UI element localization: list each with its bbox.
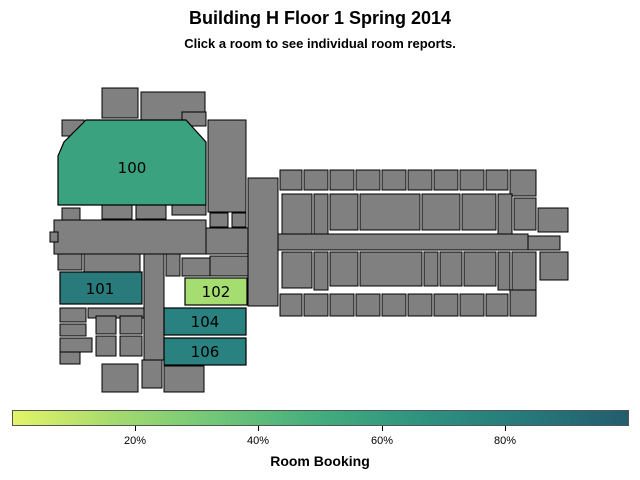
legend-tick-label: 20% [123, 435, 147, 447]
space [95, 335, 117, 357]
room-100[interactable] [57, 119, 207, 206]
color-scale-bar [12, 410, 629, 426]
space [509, 289, 537, 317]
space [247, 177, 279, 307]
space [329, 193, 359, 231]
space [433, 293, 459, 317]
space [407, 169, 433, 191]
space [119, 315, 143, 335]
space [279, 293, 303, 317]
space [329, 251, 359, 287]
bookable-rooms [57, 119, 248, 366]
space [359, 251, 423, 287]
space [355, 293, 381, 317]
space [59, 337, 93, 353]
space [281, 251, 313, 289]
room-101[interactable] [59, 271, 143, 305]
space [421, 193, 461, 231]
space [329, 169, 355, 191]
space [277, 233, 529, 251]
space [101, 87, 139, 119]
space [101, 363, 139, 393]
space [207, 119, 247, 213]
space [49, 231, 59, 243]
space [537, 207, 569, 233]
space [141, 359, 163, 389]
space [461, 193, 497, 231]
space [163, 365, 205, 393]
space [381, 293, 407, 317]
space [57, 253, 83, 271]
space [527, 235, 561, 251]
space [439, 251, 463, 287]
space [281, 193, 313, 235]
legend-tick [135, 426, 136, 431]
space [303, 169, 329, 191]
space [485, 169, 509, 191]
space [459, 293, 485, 317]
legend-tick [258, 426, 259, 431]
space [165, 253, 181, 277]
space [459, 169, 485, 191]
space [181, 257, 211, 277]
space [209, 212, 229, 228]
space [53, 219, 207, 255]
space [359, 193, 421, 231]
map-subtitle: Click a room to see individual room repo… [184, 36, 456, 51]
space [303, 293, 329, 317]
space [61, 207, 81, 221]
space [83, 253, 141, 273]
space [59, 351, 81, 365]
legend-tick-label: 80% [493, 435, 517, 447]
space [101, 204, 133, 220]
space [209, 255, 249, 277]
unbooked-spaces [49, 87, 569, 393]
space [423, 251, 439, 287]
space [497, 251, 511, 291]
space [539, 251, 569, 281]
space [485, 293, 509, 317]
space [205, 227, 251, 255]
legend-tick-label: 40% [246, 435, 270, 447]
legend-tick-label: 60% [370, 435, 394, 447]
space [381, 169, 407, 191]
legend-tick [382, 426, 383, 431]
room-104[interactable] [163, 307, 247, 336]
space [59, 307, 87, 323]
space [509, 169, 537, 197]
space [313, 193, 329, 235]
space [497, 193, 513, 235]
map-title: Building H Floor 1 Spring 2014 [188, 8, 452, 28]
space [433, 169, 459, 191]
space [231, 212, 247, 228]
space [119, 335, 143, 357]
space [407, 293, 433, 317]
space [513, 197, 537, 231]
space [463, 251, 497, 287]
space [279, 169, 303, 191]
space [171, 204, 207, 216]
space [329, 293, 355, 317]
space [143, 253, 165, 361]
space [135, 204, 167, 220]
legend-tick [505, 426, 506, 431]
room-102[interactable] [184, 277, 248, 306]
space [95, 315, 117, 335]
space [355, 169, 381, 191]
room-106[interactable] [163, 337, 247, 366]
legend-title: Room Booking [270, 453, 370, 469]
space [313, 251, 329, 291]
space [511, 251, 537, 291]
space [59, 323, 87, 337]
